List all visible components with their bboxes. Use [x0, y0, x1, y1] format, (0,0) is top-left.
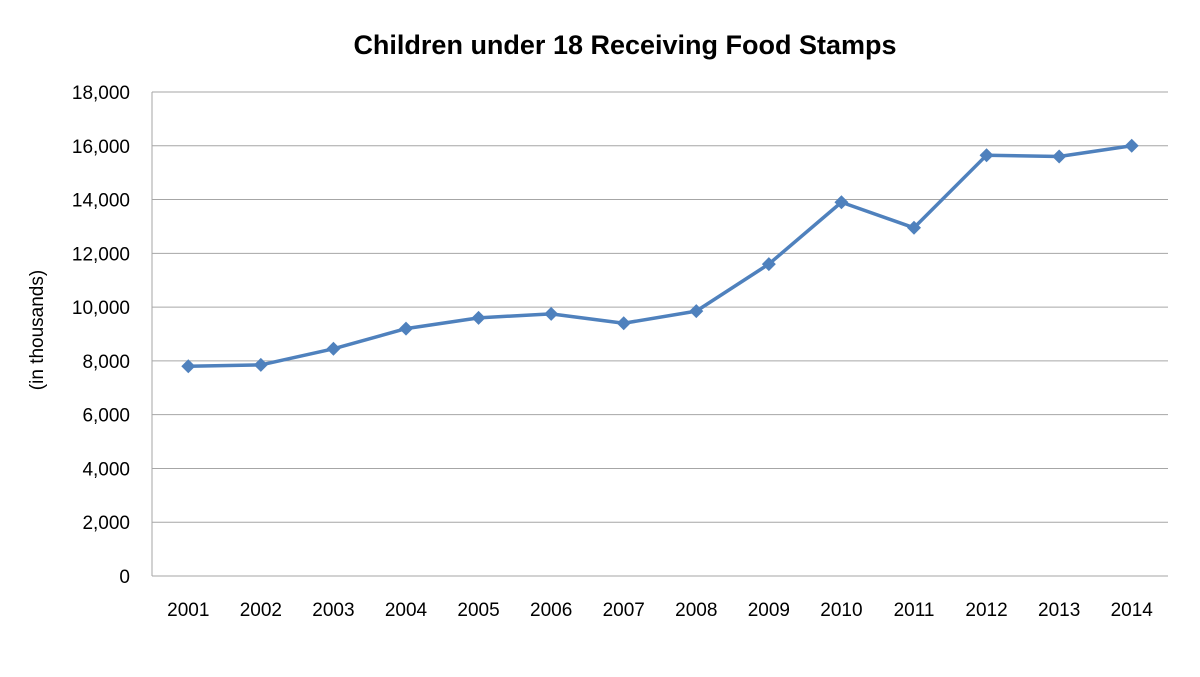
x-tick-label: 2001: [167, 600, 209, 621]
data-point-marker: [689, 304, 704, 319]
x-tick-label: 2005: [457, 600, 499, 621]
x-tick-label: 2014: [1111, 600, 1154, 621]
x-tick-label: 2007: [603, 600, 645, 621]
y-tick-label: 18,000: [72, 83, 130, 104]
series-line: [188, 144, 1132, 369]
data-point-marker: [616, 316, 631, 331]
y-tick-label: 14,000: [72, 191, 130, 212]
y-tick-label: 2,000: [82, 513, 130, 534]
x-tick-label: 2009: [748, 600, 790, 621]
data-point-marker: [471, 310, 486, 325]
data-point-marker: [834, 195, 849, 210]
y-tick-label: 0: [119, 567, 130, 588]
x-tick-label: 2012: [965, 600, 1007, 621]
chart-title: Children under 18 Receiving Food Stamps: [353, 30, 897, 60]
data-point-marker: [253, 357, 268, 372]
x-tick-label: 2008: [675, 600, 717, 621]
y-tick-label: 16,000: [72, 137, 130, 158]
x-tick-label: 2006: [530, 600, 572, 621]
data-point-marker: [399, 321, 413, 336]
y-tick-label: 12,000: [72, 244, 130, 265]
data-point-marker: [907, 220, 921, 235]
data-point-marker: [1124, 138, 1139, 153]
x-tick-label: 2003: [312, 600, 354, 621]
data-point-marker: [544, 306, 559, 321]
x-tick-label: 2002: [240, 600, 282, 621]
y-tick-label: 6,000: [82, 406, 130, 427]
data-point-marker: [761, 257, 776, 272]
y-tick-label: 10,000: [72, 298, 130, 319]
x-tick-label: 2010: [820, 600, 862, 621]
data-point-marker: [979, 148, 994, 163]
data-point-marker: [326, 341, 341, 356]
x-tick-label: 2004: [385, 600, 428, 621]
y-tick-label: 8,000: [82, 352, 130, 373]
data-point-marker: [1052, 149, 1067, 164]
data-point-marker: [181, 359, 196, 374]
x-tick-label: 2013: [1038, 600, 1080, 621]
x-tick-label: 2011: [894, 600, 935, 621]
y-tick-label: 4,000: [82, 459, 130, 480]
